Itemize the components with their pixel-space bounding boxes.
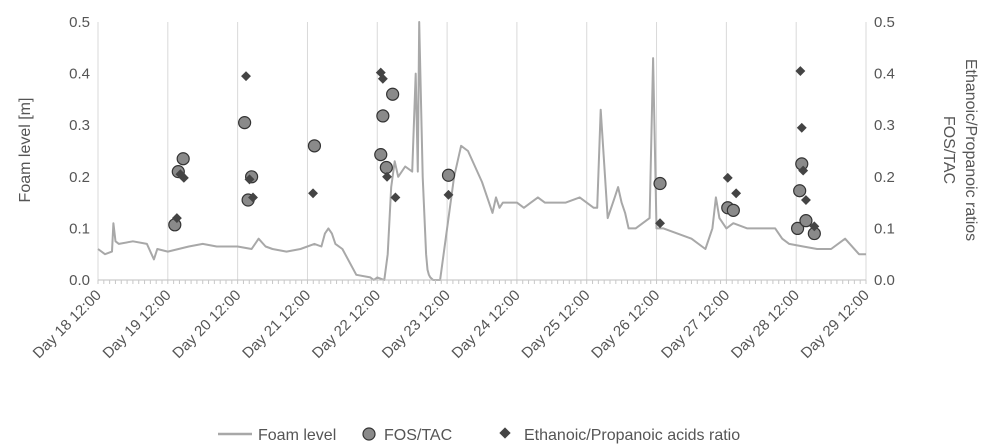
y-tick-label: 0.1 [69,220,90,237]
y-axis-title: Foam level [m] [17,98,34,203]
ratio-point [795,66,806,76]
ratio-point [801,195,811,205]
axes [97,279,867,284]
y2-axis-title-line2: Ethanoic/Propanoic ratios [962,59,979,241]
ratio-point [171,213,182,224]
legend-ratio-marker [499,427,511,439]
ratio-point [443,189,454,200]
fos-tac-point [653,176,667,191]
y-tick-label: 0.5 [69,14,90,31]
foam-level-line [97,21,866,281]
legend-fos-label: FOS/TAC [384,427,452,444]
fos-tac-point [307,139,322,153]
y2-axis-title-line1: FOS/TAC [940,116,957,184]
x-tick-label: Day 18 12:00 [30,287,105,362]
legend-foam-label: Foam level [258,427,336,444]
fos-tac-point [441,168,456,182]
ratio-point [241,71,251,82]
ratio-point [798,165,809,176]
fos-tac-point [793,184,807,198]
fos-tac-point [726,203,740,217]
fos-tac-point [799,214,813,228]
fos-tac-point [176,152,190,166]
ratio-point [655,218,665,229]
ratio-point [390,192,401,203]
y2-tick-label: 0.3 [874,117,895,134]
ratio-point [308,188,318,199]
ratio-point [248,192,258,203]
y2-tick-label: 0.4 [874,66,895,83]
ratio-point [722,172,733,183]
ratio-point [809,221,820,232]
legend-fos-marker [362,427,376,441]
x-tick-label: Day 23 12:00 [379,287,454,362]
x-tick-label: Day 24 12:00 [449,287,524,362]
gridlines [97,22,867,280]
y2-tick-label: 0.0 [874,272,895,289]
legend-ratio-label: Ethanoic/Propanoic acids ratio [524,427,740,444]
x-tick-label: Day 20 12:00 [169,287,244,362]
x-tick-label: Day 27 12:00 [658,287,733,362]
y2-tick-label: 0.2 [874,169,895,186]
x-tick-label: Day 25 12:00 [518,287,593,362]
fos-tac-point [379,160,393,175]
fos-tac-point [374,148,388,162]
fos-tac-point [790,221,805,235]
x-tick-label: Day 29 12:00 [798,287,873,362]
ratio-point [796,122,807,133]
x-tick-label: Day 21 12:00 [239,287,314,362]
y-tick-label: 0.2 [69,169,90,186]
y-tick-label: 0.0 [69,272,90,289]
y-tick-label: 0.3 [69,117,90,134]
legend: Foam level FOS/TAC Ethanoic/Propanoic ac… [218,427,740,444]
ratio-point [178,172,189,183]
fos-tac-point [376,109,390,123]
plot-area [97,21,866,281]
y2-tick-label: 0.1 [874,220,895,237]
fos-tac-point [386,87,400,101]
ratio-point [382,171,392,182]
x-tick-label: Day 26 12:00 [588,287,663,362]
tick-labels: 0.0 0.1 0.2 0.3 0.4 0.5 0.0 0.1 0.2 0.3 0.4 0.5 Day … [30,14,895,362]
ratio-point [244,174,255,185]
fos-tac-point [238,116,252,130]
y2-tick-label: 0.5 [874,14,895,31]
x-tick-label: Day 22 12:00 [309,287,384,362]
x-tick-label: Day 19 12:00 [100,287,175,362]
ratio-point [731,188,742,199]
x-tick-label: Day 28 12:00 [728,287,803,362]
y-tick-label: 0.4 [69,66,90,83]
